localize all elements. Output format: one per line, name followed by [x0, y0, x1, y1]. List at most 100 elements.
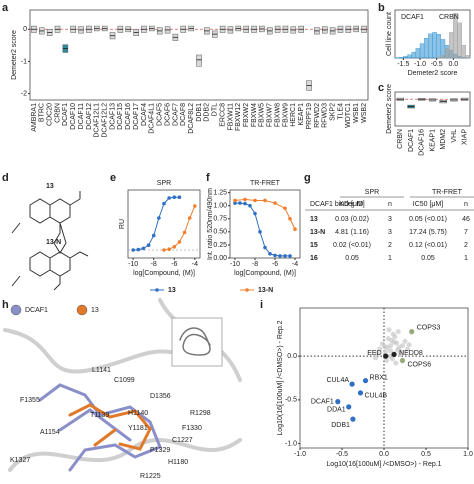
histogram-bar [423, 37, 429, 59]
data-point [243, 201, 247, 206]
panel-label: i [260, 299, 263, 311]
x-tick-label: FBXW2 [243, 103, 250, 127]
y-tick-label: 0.75 [213, 216, 227, 223]
x-tick-label: DCAF1 [62, 103, 69, 126]
x-tick-label: DCAF7 [172, 103, 179, 126]
table-cell: 17.24 (5.75) [409, 229, 447, 236]
background-point [390, 331, 396, 337]
y-tick-label: 1.00 [213, 203, 227, 210]
x-tick-label: VHL [451, 129, 458, 143]
table-cell: 46 [462, 216, 470, 223]
protein-sketch [3, 298, 242, 472]
table-group: SPR [365, 189, 379, 196]
x-tick-label: CRBN [397, 129, 404, 149]
highlight-point [349, 381, 355, 387]
data-point [263, 245, 267, 250]
y-tick-label: -1 [21, 58, 27, 65]
plot-frame [229, 189, 301, 259]
table-header: DCAF1 binder ID [310, 201, 363, 208]
legend-label: DCAF1 [25, 307, 48, 314]
background-point [382, 344, 388, 349]
highlight-point [362, 378, 369, 384]
x-tick-label: DTL [212, 103, 219, 116]
background-point [387, 353, 393, 359]
data-point [172, 195, 177, 199]
chart-title: SPR [157, 180, 171, 187]
data-point [238, 201, 242, 205]
residue-label: H1140 [128, 410, 148, 417]
data-point [167, 247, 171, 251]
y-axis-label: RU [119, 219, 126, 229]
x-tick-label: -10 [230, 261, 240, 268]
x-tick-label: MDM2 [440, 129, 447, 150]
series-line [235, 202, 290, 257]
plot-frame [127, 189, 201, 259]
residue-label: L1141 [92, 367, 111, 374]
x-tick-label: -1.0 [414, 61, 426, 68]
highlight-point [357, 390, 364, 396]
y-tick-label: -2 [21, 90, 27, 97]
data-point [288, 254, 292, 258]
point-label: DDB1 [331, 422, 350, 429]
histogram-bar [411, 52, 417, 59]
data-point [177, 195, 182, 199]
histogram-bar [440, 55, 446, 59]
y-axis-label: Cell line count [386, 12, 393, 56]
data-point [273, 253, 277, 258]
background-point [384, 358, 390, 363]
x-tick-label: DCAF11 [78, 103, 85, 129]
plot-frame [394, 91, 471, 127]
structure-13n [11, 251, 89, 291]
histogram-bar [440, 39, 446, 59]
background-point [391, 339, 397, 345]
x-tick-label: 1.0 [463, 451, 473, 458]
x-tick-label: AMBRA1 [31, 103, 38, 132]
x-tick-label: 0.0 [448, 61, 458, 68]
x-tick-label: ERCC8 [219, 103, 226, 127]
point-label: EED [367, 350, 381, 357]
highlight-point [335, 399, 341, 405]
data-point [263, 198, 267, 203]
background-point [393, 360, 399, 366]
x-tick-label: DCAF15 [117, 103, 124, 130]
background-point [373, 355, 379, 361]
data-point [278, 254, 282, 258]
panel-label: g [304, 172, 311, 184]
data-point [167, 196, 171, 200]
table-group: TR-FRET [432, 189, 463, 196]
panel-label: e [110, 172, 116, 184]
y-tick-label: 1.25 [213, 189, 227, 196]
y-tick-label: 0.50 [213, 229, 227, 236]
legend-swatch [76, 304, 88, 316]
histogram-bar [465, 55, 471, 59]
y-axis-label: Log10(16[100uM] /<DMSO>) - Rep.2 [277, 320, 284, 435]
point-label: DDA1 [327, 407, 346, 414]
table-cell: 0.05 [345, 255, 359, 262]
table-cell: 0.03 (0.02) [335, 216, 369, 223]
data-point [253, 198, 257, 203]
x-tick-label: 0.0 [379, 451, 389, 458]
data-point [141, 246, 146, 251]
panel-label: d [2, 172, 9, 184]
legend-swatch [10, 304, 22, 316]
background-point [402, 338, 408, 344]
point-label: RBX1 [370, 374, 388, 381]
structure-13 [11, 191, 81, 254]
histogram-bar [436, 57, 442, 59]
point-label: CUL4B [364, 393, 387, 400]
x-tick-label: DCAF16 [419, 129, 426, 156]
point-label: DCAF1 [311, 398, 334, 405]
x-tick-label: DCAF8L2 [188, 103, 195, 134]
x-tick-label: RFWD2 [314, 103, 321, 128]
legend-label: 13-N [258, 287, 273, 294]
table-cell: 4.81 (1.16) [335, 229, 369, 236]
data-point [268, 252, 272, 256]
data-point [162, 248, 166, 252]
data-point [248, 203, 252, 208]
table-cell: 3 [388, 229, 392, 236]
histogram-bar [419, 43, 425, 59]
series-line [133, 196, 180, 251]
residue-label: D1356 [150, 393, 171, 400]
y-axis-label: Int. ratio 520nm/490nm [207, 188, 214, 260]
table-header: n [388, 201, 392, 208]
